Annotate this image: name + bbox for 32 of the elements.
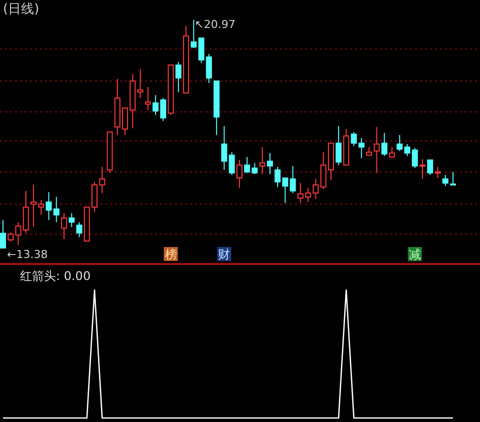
candlestick	[388, 146, 395, 158]
candlestick	[61, 212, 68, 240]
candlestick	[374, 126, 380, 174]
candlestick	[76, 222, 82, 238]
candlestick	[419, 158, 426, 180]
candlestick	[144, 86, 151, 111]
candlestick	[259, 146, 266, 175]
candlestick	[442, 174, 448, 187]
chart-title: (日线)	[3, 2, 40, 17]
candlestick	[434, 166, 441, 179]
candlestick	[0, 220, 6, 248]
candlestick	[236, 159, 242, 188]
candlestick	[290, 165, 296, 194]
candlestick	[8, 232, 14, 242]
chart-title: 红箭头: 0.00	[20, 269, 91, 283]
candlestick	[336, 126, 342, 166]
annotation: ↖20.97	[194, 18, 236, 31]
candlestick	[221, 126, 228, 170]
annotation: 财	[218, 248, 230, 262]
candlestick	[175, 62, 182, 93]
candlestick	[228, 152, 235, 176]
candlestick	[266, 152, 273, 175]
annotation: ←13.38	[7, 248, 48, 261]
candlestick	[137, 68, 144, 99]
candlestick	[412, 147, 418, 169]
candlestick	[381, 132, 388, 157]
candlestick	[450, 172, 456, 186]
annotation: 榜	[164, 248, 177, 262]
candlestick	[427, 159, 434, 176]
candlestick	[190, 20, 197, 48]
candlestick	[68, 212, 75, 228]
annotation: 减	[408, 248, 421, 262]
